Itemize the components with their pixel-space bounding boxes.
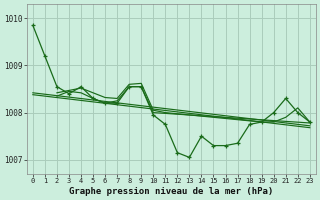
X-axis label: Graphe pression niveau de la mer (hPa): Graphe pression niveau de la mer (hPa) bbox=[69, 187, 274, 196]
